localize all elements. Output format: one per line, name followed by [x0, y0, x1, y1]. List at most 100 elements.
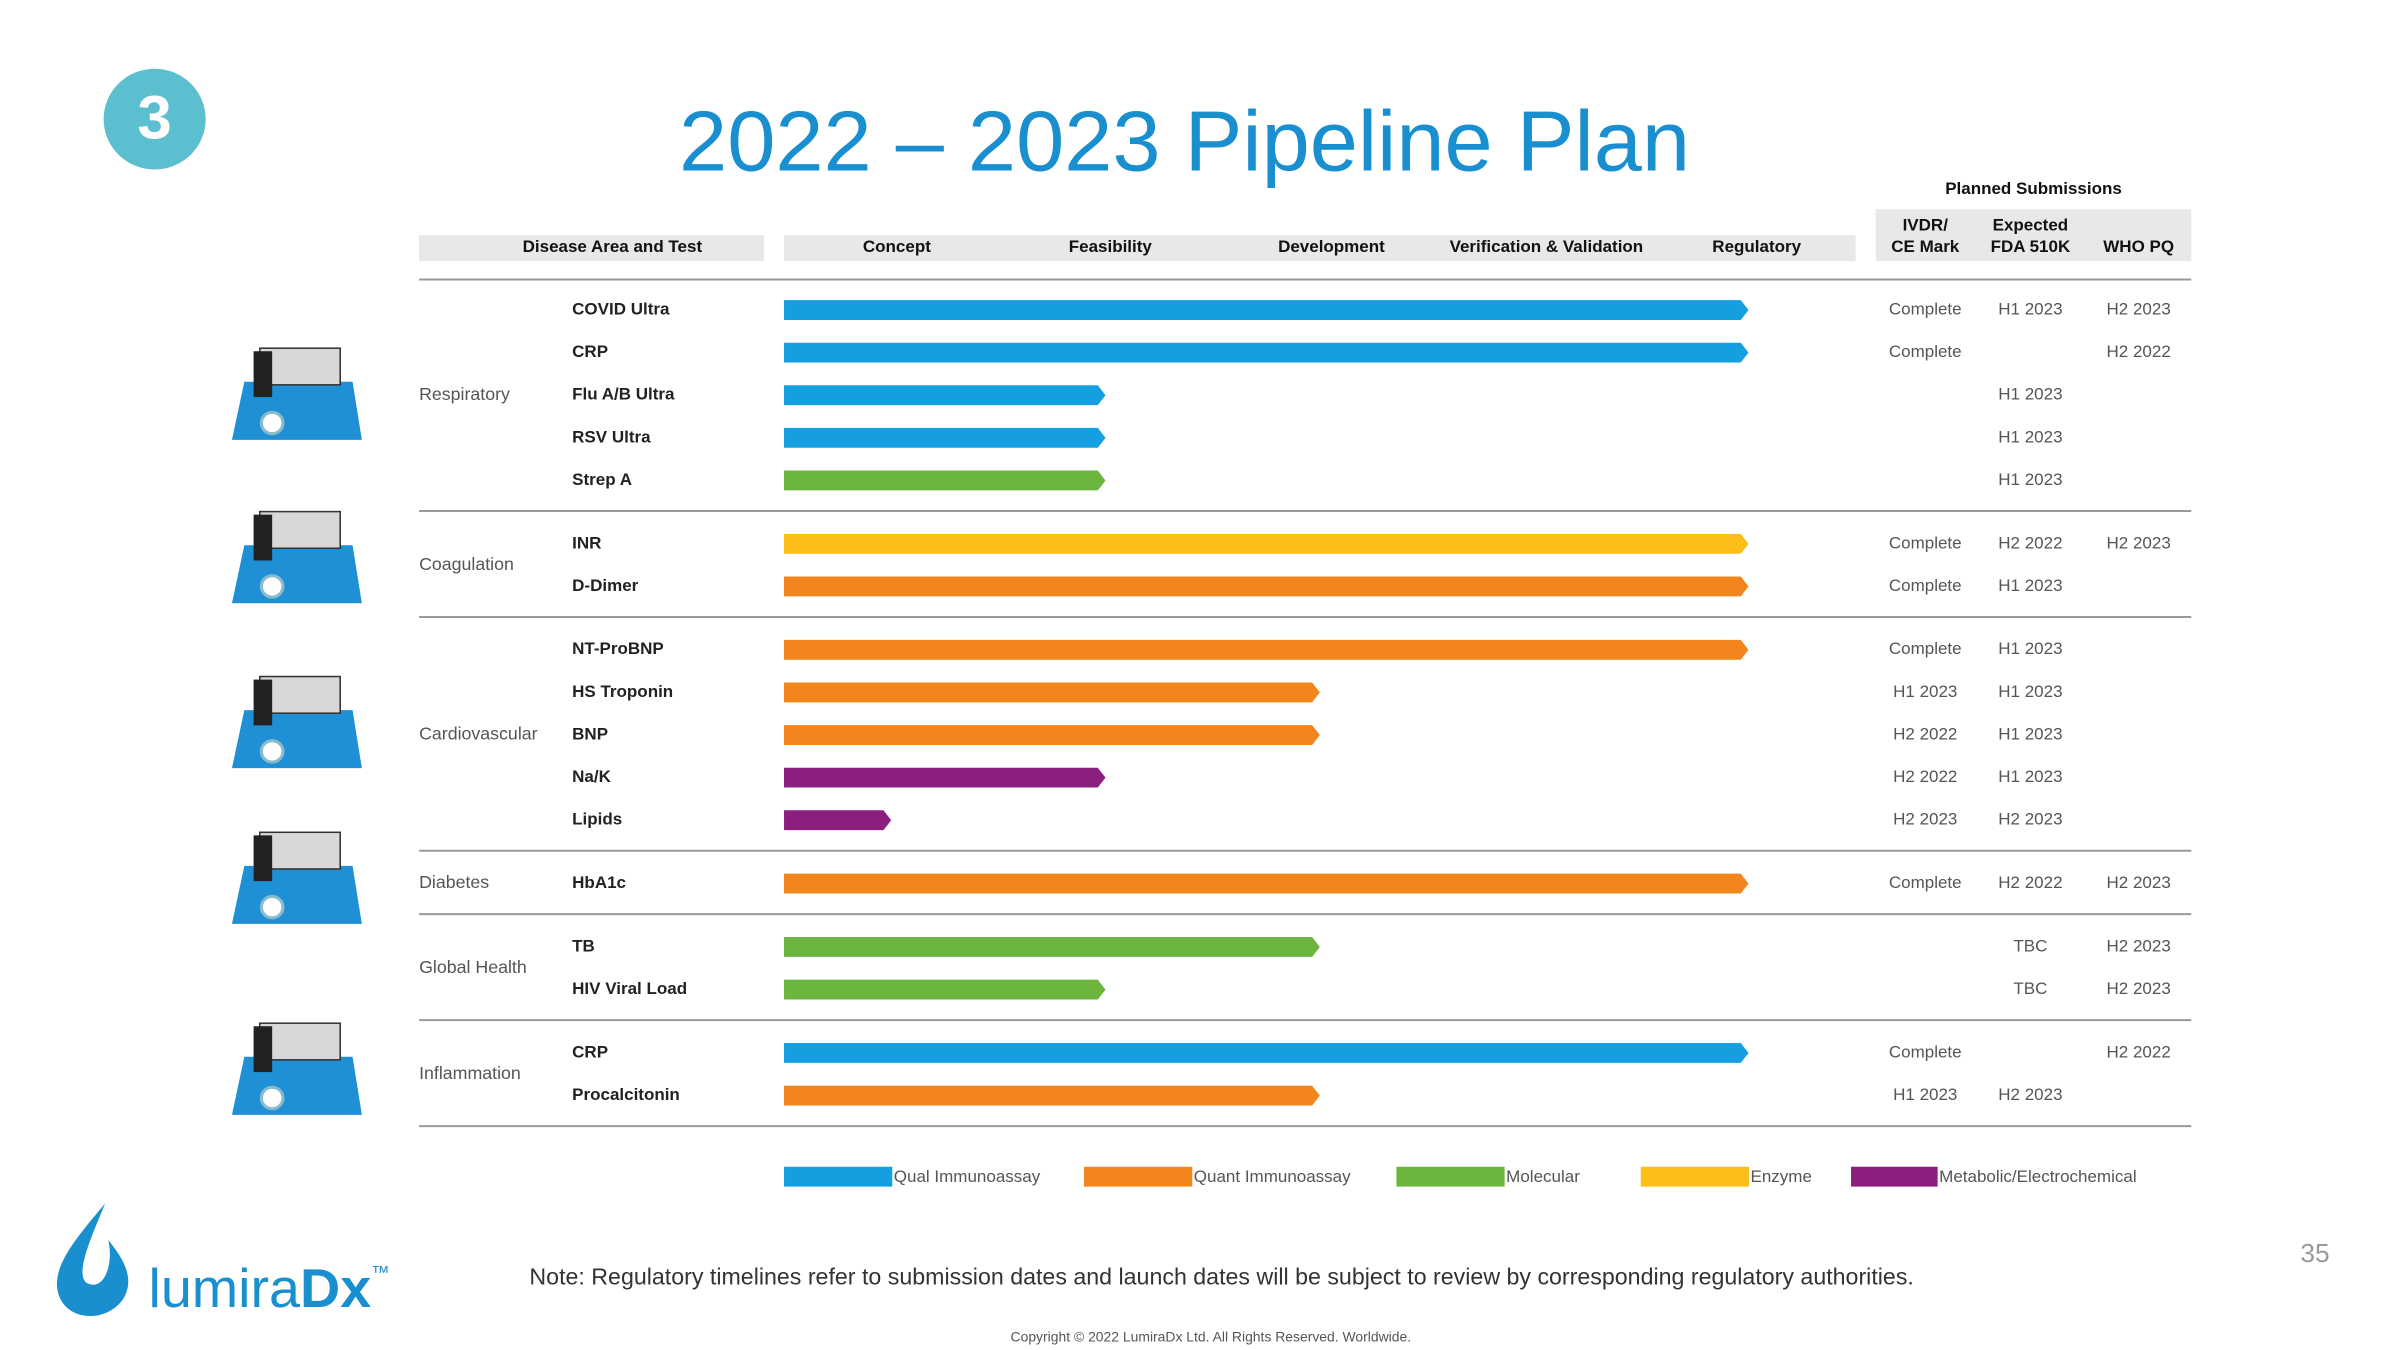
progress-bar [784, 682, 1320, 703]
icon-button [259, 739, 285, 764]
submission-who: H2 2023 [2107, 937, 2171, 956]
icon-top [259, 831, 341, 870]
legend-label: Quant Immunoassay [1194, 1167, 1351, 1186]
header-stage: Verification & Validation [1450, 237, 1644, 256]
submission-ivdr: H2 2023 [1893, 810, 1957, 829]
page-number: 35 [2300, 1238, 2329, 1268]
test-name: Lipids [572, 810, 622, 829]
test-name: Strep A [572, 470, 632, 489]
logo-flame [56, 1203, 129, 1317]
submission-fda: H1 2023 [1998, 639, 2062, 658]
icon-base [231, 545, 362, 604]
test-name: NT-ProBNP [572, 639, 664, 658]
submission-fda: TBC [2013, 937, 2047, 956]
group-name: Coagulation [419, 554, 514, 574]
planned-submissions: Planned Submissions [1945, 179, 2122, 198]
legend-swatch [1640, 1166, 1749, 1187]
submission-ivdr: Complete [1889, 639, 1962, 658]
submission-ivdr: Complete [1889, 533, 1962, 552]
test-name: HS Troponin [572, 682, 673, 701]
submission-ivdr: Complete [1889, 873, 1962, 892]
test-name: CRP [572, 342, 608, 361]
legend-label: Molecular [1506, 1167, 1580, 1186]
header-stage: Development [1278, 237, 1385, 256]
icon-top [259, 347, 341, 386]
submission-ivdr: H2 2022 [1893, 725, 1957, 744]
icon-screen [253, 835, 273, 882]
icon-button [259, 894, 285, 920]
icon-screen [253, 514, 273, 561]
device-icon [231, 831, 362, 924]
submission-fda: H2 2022 [1998, 873, 2062, 892]
number-badge [103, 68, 206, 170]
icon-button [259, 1085, 285, 1111]
submission-fda: H2 2023 [1998, 1085, 2062, 1104]
progress-bar [784, 639, 1749, 660]
icon-base [231, 865, 362, 924]
group-name: Global Health [419, 957, 527, 977]
progress-bar [784, 427, 1106, 448]
device-icon [231, 347, 362, 440]
progress-bar [784, 576, 1749, 597]
submission-who: H2 2022 [2107, 1043, 2171, 1062]
group-name: Cardiovascular [419, 724, 538, 744]
header-stage: Concept [863, 237, 931, 256]
submission-fda: H1 2023 [1998, 576, 2062, 595]
progress-bar [784, 873, 1749, 894]
header-stage: Feasibility [1069, 237, 1153, 256]
progress-bar [784, 385, 1106, 406]
icon-top [259, 675, 341, 714]
icon-screen [253, 351, 273, 398]
slide-number: 3 [137, 84, 171, 153]
test-name: INR [572, 533, 601, 552]
icon-base [231, 1056, 362, 1115]
icon-button [259, 410, 285, 436]
submission-fda: H1 2023 [1998, 767, 2062, 786]
group-name: Inflammation [419, 1063, 521, 1083]
device-icon [231, 510, 362, 604]
progress-bar [784, 1085, 1320, 1106]
submission-fda: H1 2023 [1998, 427, 2062, 446]
progress-bar [784, 470, 1106, 491]
progress-bar [784, 725, 1320, 745]
submission-who: H2 2023 [2107, 533, 2171, 552]
submission-ivdr: Complete [1889, 1043, 1962, 1062]
icon-base [231, 710, 362, 769]
test-name: RSV Ultra [572, 427, 651, 446]
legend-swatch [784, 1166, 893, 1187]
progress-bar [784, 937, 1320, 957]
submission-fda: H1 2023 [1998, 300, 2062, 319]
test-name: Flu A/B Ultra [572, 385, 675, 404]
test-name: CRP [572, 1043, 608, 1062]
submission-ivdr: Complete [1889, 576, 1962, 595]
progress-bar [784, 342, 1749, 363]
submission-ivdr: Complete [1889, 300, 1962, 319]
progress-bar [784, 810, 892, 831]
legend-label: Metabolic/Electrochemical [1939, 1167, 2136, 1186]
progress-bar [784, 1043, 1749, 1063]
progress-bar [784, 533, 1749, 554]
submission-fda: TBC [2013, 979, 2047, 998]
legend-swatch [1396, 1166, 1505, 1187]
test-name: BNP [572, 725, 608, 744]
icon-button [259, 574, 285, 599]
progress-bar [784, 767, 1106, 788]
header-submission: CE Mark [1891, 237, 1960, 256]
progress-bar [784, 300, 1749, 320]
test-name: COVID Ultra [572, 300, 670, 319]
submission-ivdr: H1 2023 [1893, 1085, 1957, 1104]
header-stage: Regulatory [1712, 237, 1801, 256]
logo-text: lumiraDx™ [148, 1257, 389, 1319]
logo: lumiraDx™ [56, 1203, 390, 1319]
legend-label: Qual Immunoassay [894, 1167, 1041, 1186]
submission-who: H2 2023 [2107, 979, 2171, 998]
test-name: HbA1c [572, 873, 626, 892]
header-submission: WHO PQ [2103, 237, 2174, 256]
submission-ivdr: H2 2022 [1893, 767, 1957, 786]
submission-who: H2 2023 [2107, 873, 2171, 892]
header-submission: Expected [1993, 216, 2069, 235]
submission-who: H2 2022 [2107, 342, 2171, 361]
test-name: HIV Viral Load [572, 979, 687, 998]
header-submission: IVDR/ [1903, 216, 1949, 235]
